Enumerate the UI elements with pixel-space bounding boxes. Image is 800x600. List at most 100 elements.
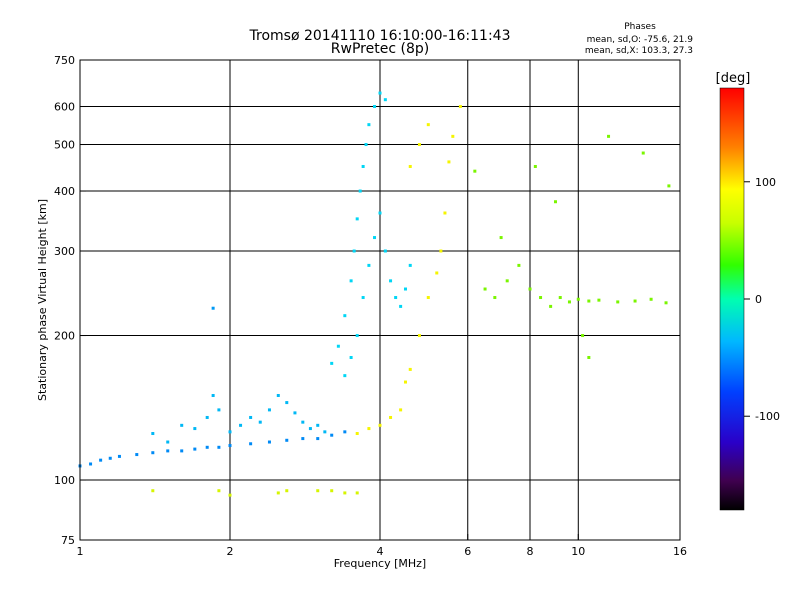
data-point [343, 430, 347, 434]
data-point [383, 249, 387, 253]
data-point [285, 401, 289, 405]
data-point [435, 271, 439, 275]
data-point [352, 249, 356, 253]
colorbar-ticks: 100 0 -100 [744, 176, 780, 423]
colorbar-tick-label: 0 [755, 293, 762, 306]
data-point [180, 449, 184, 453]
data-point [383, 98, 387, 102]
y-axis-label: Stationary phase Virtual Height [km] [36, 199, 49, 401]
data-point [373, 105, 377, 109]
data-point [166, 440, 170, 444]
data-point [285, 438, 289, 442]
data-point [330, 361, 334, 365]
data-points [78, 91, 671, 497]
data-point [316, 437, 320, 441]
data-point [473, 169, 477, 173]
data-point [483, 287, 487, 291]
data-point [99, 458, 103, 462]
data-point [358, 189, 362, 193]
data-point [667, 184, 671, 188]
data-point [581, 334, 585, 338]
data-point [533, 164, 537, 168]
data-point [403, 380, 407, 384]
data-point [343, 374, 347, 378]
data-point [267, 408, 271, 412]
data-point [343, 314, 347, 318]
chart-subtitle: RwPretec (8p) [331, 41, 429, 57]
y-tick-label: 400 [54, 185, 75, 198]
y-tick-label: 75 [61, 534, 75, 547]
data-point [330, 489, 334, 493]
data-point [117, 454, 121, 458]
grid-lines [80, 60, 680, 540]
x-tick-label: 16 [673, 545, 687, 558]
data-point [364, 143, 368, 147]
data-point [276, 394, 280, 398]
data-point [505, 279, 509, 283]
data-point [616, 300, 620, 304]
axis-ticks: 1 2 4 6 8 10 16 75 100 200 300 400 500 600 750 [54, 54, 687, 558]
data-point [361, 164, 365, 168]
data-point [193, 447, 197, 451]
x-tick-label: 10 [571, 545, 585, 558]
data-point [597, 298, 601, 302]
x-tick-label: 4 [377, 545, 384, 558]
data-point [399, 304, 403, 308]
y-tick-label: 500 [54, 139, 75, 152]
data-point [389, 415, 393, 419]
phases-x-stats: mean, sd,X: 103.3, 27.3 [585, 46, 693, 56]
x-axis-label: Frequency [MHz] [334, 557, 426, 570]
data-point [108, 456, 112, 460]
data-point [447, 160, 451, 164]
data-point [205, 445, 209, 449]
data-point [193, 427, 197, 431]
data-point [664, 301, 668, 305]
data-point [576, 297, 580, 301]
data-point [217, 408, 221, 412]
data-point [528, 287, 532, 291]
data-point [458, 105, 462, 109]
data-point [249, 415, 253, 419]
data-point [355, 432, 359, 436]
data-point [323, 430, 327, 434]
data-point [408, 263, 412, 267]
data-point [267, 440, 271, 444]
data-point [316, 423, 320, 427]
data-point [378, 211, 382, 215]
phases-heading: Phases [624, 22, 656, 32]
data-point [641, 151, 645, 155]
data-point [249, 442, 253, 446]
data-point [151, 432, 155, 436]
data-point [228, 430, 232, 434]
x-tick-label: 8 [527, 545, 534, 558]
data-point [378, 423, 382, 427]
data-point [553, 200, 557, 204]
data-point [336, 344, 340, 348]
data-point [301, 420, 305, 424]
data-point [361, 296, 365, 300]
x-tick-label: 2 [227, 545, 234, 558]
y-tick-label: 200 [54, 330, 75, 343]
data-point [417, 334, 421, 338]
data-point [211, 394, 215, 398]
data-point [349, 355, 353, 359]
y-tick-label: 100 [54, 474, 75, 487]
data-point [451, 134, 455, 138]
y-tick-label: 300 [54, 245, 75, 258]
data-point [394, 296, 398, 300]
data-point [135, 453, 139, 457]
data-point [228, 444, 232, 448]
data-point [293, 411, 297, 415]
data-point [151, 489, 155, 493]
data-point [426, 296, 430, 300]
data-point [217, 445, 221, 449]
data-point [499, 236, 503, 240]
data-point [205, 415, 209, 419]
data-point [355, 217, 359, 221]
data-point [439, 249, 443, 253]
colorbar-tick-label: -100 [755, 410, 780, 423]
data-point [89, 462, 93, 466]
data-point [587, 299, 591, 303]
phases-o-stats: mean, sd,O: -75.6, 21.9 [587, 35, 694, 45]
chart-title: Tromsø 20141110 16:10:00-16:11:43 [249, 28, 511, 44]
